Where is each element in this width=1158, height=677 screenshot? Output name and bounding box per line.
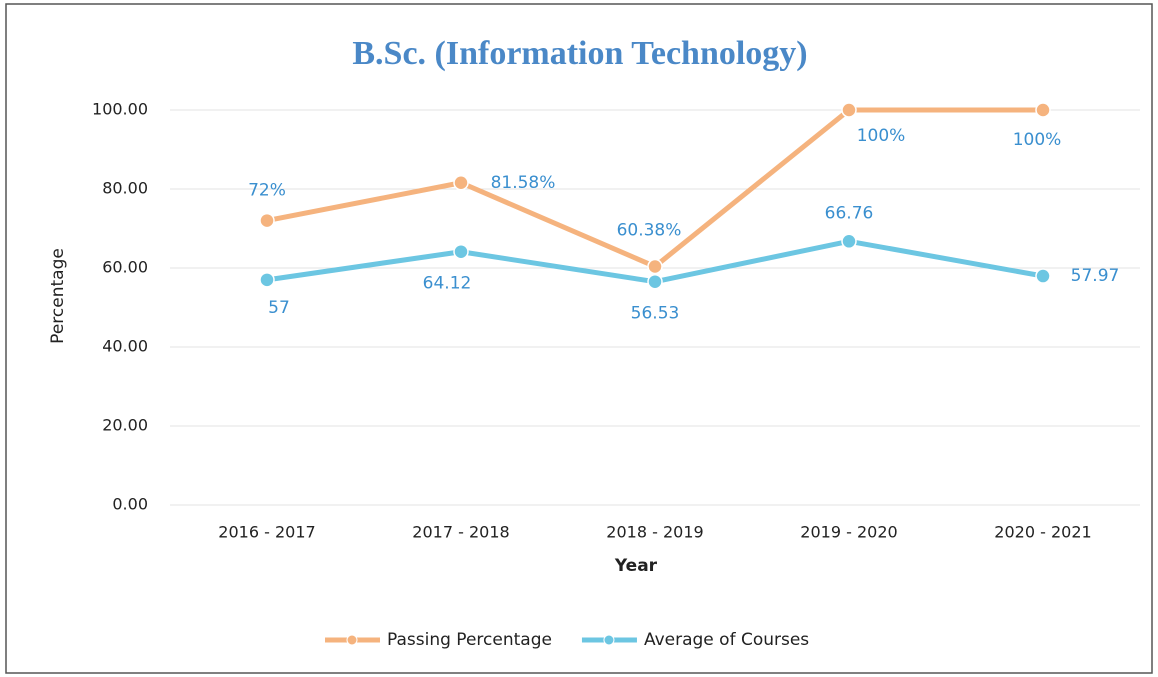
data-point bbox=[841, 102, 857, 118]
y-tick-label: 0.00 bbox=[112, 495, 148, 514]
data-label: 56.53 bbox=[631, 304, 680, 324]
data-label: 66.76 bbox=[825, 203, 874, 223]
data-point bbox=[1035, 102, 1051, 118]
legend-marker bbox=[346, 634, 358, 646]
data-label: 72% bbox=[248, 181, 286, 201]
data-label: 57.97 bbox=[1071, 266, 1120, 286]
data-point bbox=[453, 175, 469, 191]
y-tick-label: 80.00 bbox=[102, 179, 148, 198]
x-tick-label: 2019 - 2020 bbox=[800, 523, 897, 542]
data-point bbox=[259, 272, 275, 288]
data-point bbox=[453, 243, 469, 260]
x-tick-label: 2017 - 2018 bbox=[412, 523, 509, 542]
data-label: 57 bbox=[268, 298, 290, 318]
data-point bbox=[259, 212, 275, 229]
data-point bbox=[1035, 268, 1051, 284]
series-line bbox=[266, 107, 1043, 269]
chart-frame bbox=[5, 3, 1153, 674]
legend-marker bbox=[603, 634, 615, 646]
data-label: 64.12 bbox=[423, 274, 472, 294]
legend-label: Passing Percentage bbox=[387, 630, 552, 650]
legend-label: Average of Courses bbox=[644, 630, 809, 650]
data-point bbox=[841, 233, 857, 250]
data-label: 100% bbox=[1013, 130, 1062, 150]
data-label: 60.38% bbox=[617, 220, 682, 240]
y-tick-label: 20.00 bbox=[102, 416, 148, 435]
y-tick-label: 100.00 bbox=[92, 100, 148, 119]
x-tick-label: 2018 - 2019 bbox=[606, 523, 703, 542]
data-label: 81.58% bbox=[491, 173, 556, 193]
y-axis-label: Percentage bbox=[48, 248, 68, 344]
data-point bbox=[647, 273, 663, 290]
y-tick-label: 40.00 bbox=[102, 337, 148, 356]
x-tick-label: 2016 - 2017 bbox=[218, 523, 315, 542]
x-axis-label: Year bbox=[614, 556, 658, 576]
y-tick-label: 60.00 bbox=[102, 258, 148, 277]
data-label: 100% bbox=[857, 126, 906, 146]
data-point bbox=[647, 258, 663, 275]
x-tick-label: 2020 - 2021 bbox=[994, 523, 1091, 542]
chart-title: B.Sc. (Information Technology) bbox=[352, 35, 807, 72]
